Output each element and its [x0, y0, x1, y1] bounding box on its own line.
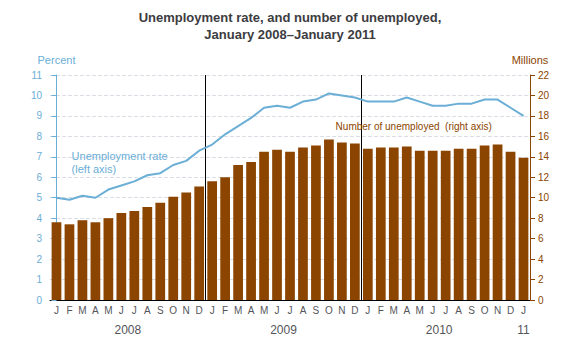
svg-text:O: O — [481, 305, 489, 316]
svg-text:Unemployment rate, and number: Unemployment rate, and number of unemplo… — [139, 10, 442, 25]
svg-text:N: N — [494, 305, 501, 316]
svg-text:M: M — [390, 305, 398, 316]
svg-text:3: 3 — [36, 233, 42, 244]
svg-text:10: 10 — [31, 90, 43, 101]
svg-text:14: 14 — [538, 151, 550, 162]
svg-text:16: 16 — [538, 131, 550, 142]
svg-text:F: F — [66, 305, 72, 316]
svg-text:4: 4 — [36, 213, 42, 224]
svg-text:J: J — [210, 305, 215, 316]
svg-text:J: J — [132, 305, 137, 316]
svg-text:8: 8 — [36, 131, 42, 142]
svg-text:M: M — [234, 305, 242, 316]
svg-text:O: O — [325, 305, 333, 316]
svg-text:10: 10 — [538, 192, 550, 203]
svg-text:A: A — [248, 305, 255, 316]
svg-text:7: 7 — [36, 151, 42, 162]
svg-text:4: 4 — [538, 254, 544, 265]
svg-text:18: 18 — [538, 110, 550, 121]
svg-text:Unemployment rate: Unemployment rate — [72, 150, 168, 162]
svg-text:M: M — [78, 305, 86, 316]
svg-text:8: 8 — [538, 213, 544, 224]
svg-text:Number of unemployed (right a: Number of unemployed (right axis) — [336, 121, 492, 132]
svg-text:M: M — [104, 305, 112, 316]
svg-text:S: S — [157, 305, 164, 316]
svg-text:2: 2 — [538, 274, 544, 285]
svg-text:D: D — [507, 305, 514, 316]
svg-text:0: 0 — [538, 295, 544, 306]
svg-text:2009: 2009 — [270, 323, 297, 337]
svg-text:D: D — [351, 305, 358, 316]
svg-text:January 2008–January 2011: January 2008–January 2011 — [204, 27, 375, 42]
svg-text:2008: 2008 — [114, 323, 141, 337]
svg-text:A: A — [144, 305, 151, 316]
svg-text:A: A — [403, 305, 410, 316]
svg-text:F: F — [222, 305, 228, 316]
svg-text:J: J — [54, 305, 59, 316]
svg-text:(left axis): (left axis) — [72, 163, 117, 175]
svg-text:A: A — [92, 305, 99, 316]
svg-text:2010: 2010 — [426, 323, 453, 337]
svg-text:O: O — [169, 305, 177, 316]
svg-text:J: J — [521, 305, 526, 316]
svg-text:A: A — [300, 305, 307, 316]
svg-text:J: J — [443, 305, 448, 316]
svg-text:D: D — [196, 305, 203, 316]
svg-text:1: 1 — [36, 274, 42, 285]
svg-text:M: M — [416, 305, 424, 316]
svg-text:N: N — [183, 305, 190, 316]
svg-text:Millions: Millions — [512, 54, 549, 66]
svg-text:5: 5 — [36, 192, 42, 203]
svg-text:6: 6 — [36, 172, 42, 183]
svg-text:F: F — [378, 305, 384, 316]
svg-text:S: S — [468, 305, 475, 316]
svg-text:11: 11 — [517, 323, 530, 337]
svg-text:J: J — [288, 305, 293, 316]
svg-text:S: S — [313, 305, 320, 316]
svg-text:J: J — [275, 305, 280, 316]
svg-text:J: J — [119, 305, 124, 316]
svg-text:J: J — [365, 305, 370, 316]
svg-text:A: A — [455, 305, 462, 316]
svg-text:6: 6 — [538, 233, 544, 244]
svg-text:Percent: Percent — [38, 54, 76, 66]
svg-text:22: 22 — [538, 70, 550, 81]
svg-text:J: J — [430, 305, 435, 316]
svg-text:N: N — [338, 305, 345, 316]
svg-text:9: 9 — [36, 110, 42, 121]
svg-text:0: 0 — [36, 295, 42, 306]
svg-text:2: 2 — [36, 254, 42, 265]
svg-text:11: 11 — [32, 70, 43, 81]
svg-text:M: M — [260, 305, 268, 316]
svg-text:12: 12 — [538, 172, 550, 183]
svg-text:20: 20 — [538, 90, 550, 101]
